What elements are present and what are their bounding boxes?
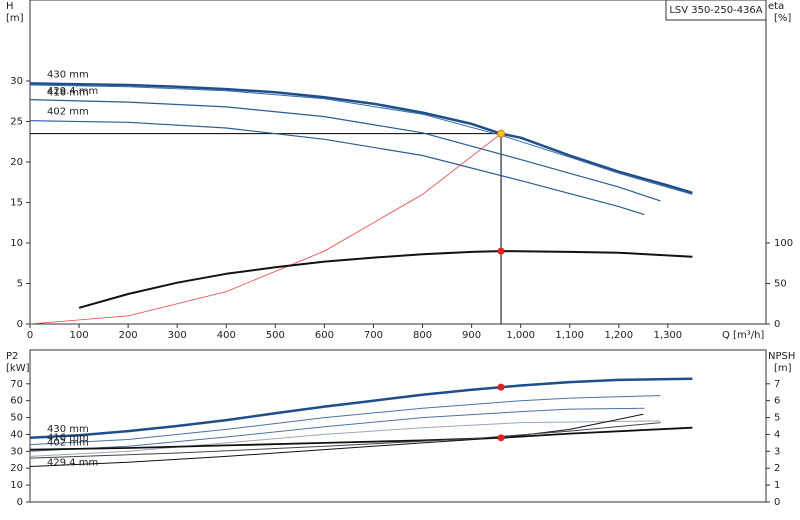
x-tick-label: 300 xyxy=(168,330,187,341)
curve-label: 429.4 mm xyxy=(47,86,98,97)
plot-frame xyxy=(29,0,767,325)
y-tick-label: 10 xyxy=(10,480,23,491)
y2-axis-unit: [%] xyxy=(774,13,791,24)
x-tick-label: 0 xyxy=(27,330,33,341)
y-tick-label: 40 xyxy=(10,429,23,440)
x-tick-label: 500 xyxy=(266,330,285,341)
curve-label: 416 mm xyxy=(47,433,89,444)
curve xyxy=(29,422,661,459)
y2-tick-label: 100 xyxy=(774,238,793,249)
y-tick-label: 5 xyxy=(17,279,23,290)
x-tick-label: 900 xyxy=(462,330,481,341)
y2-tick-label: 3 xyxy=(774,446,780,457)
curve-label: 402 mm xyxy=(47,437,89,448)
curve xyxy=(29,420,661,457)
curve xyxy=(29,413,644,467)
x-tick-label: 800 xyxy=(413,330,432,341)
curve-label: 430 mm xyxy=(47,69,89,80)
y-tick-label: 20 xyxy=(10,463,23,474)
title-box xyxy=(665,0,767,21)
y2-tick-label: 2 xyxy=(774,463,780,474)
curve xyxy=(29,395,661,446)
y-tick-label: 15 xyxy=(10,198,23,209)
y-tick-label: 0 xyxy=(17,319,23,330)
curve-label: 429.4 mm xyxy=(47,457,98,468)
operating-point xyxy=(497,383,505,391)
y-tick-label: 25 xyxy=(10,117,23,128)
y-tick-label: 30 xyxy=(10,76,23,87)
curve xyxy=(29,426,693,451)
x-tick-label: 600 xyxy=(315,330,334,341)
y2-tick-label: 6 xyxy=(774,396,780,407)
curve-label: 416 mm xyxy=(47,88,89,99)
x-axis-label: Q [m³/h] xyxy=(722,330,764,341)
y2-tick-label: 1 xyxy=(774,480,780,491)
x-tick-label: 1,300 xyxy=(654,330,683,341)
y-tick-label: 20 xyxy=(10,157,23,168)
y-axis-unit: [kW] xyxy=(6,363,30,374)
y2-tick-label: 0 xyxy=(774,497,780,508)
x-tick-label: 400 xyxy=(217,330,236,341)
x-tick-label: 1,200 xyxy=(604,330,633,341)
curve-label: 402 mm xyxy=(47,107,89,118)
curve xyxy=(29,120,645,216)
curve xyxy=(29,84,693,195)
y-tick-label: 60 xyxy=(10,396,23,407)
y2-tick-label: 50 xyxy=(774,279,787,290)
chart-title: LSV 350-250-436A xyxy=(669,5,762,16)
x-tick-label: 700 xyxy=(364,330,383,341)
y-tick-label: 70 xyxy=(10,379,23,390)
y-axis-label: H xyxy=(6,1,14,12)
curve-label: 430 mm xyxy=(47,424,89,435)
y-tick-label: 0 xyxy=(17,497,23,508)
y2-axis-label: NPSH xyxy=(768,351,795,362)
y-tick-label: 30 xyxy=(10,446,23,457)
x-tick-label: 100 xyxy=(70,330,89,341)
curve xyxy=(29,82,693,194)
y2-axis-unit: [m] xyxy=(774,363,792,374)
plot-frame xyxy=(29,349,767,503)
x-tick-label: 1,000 xyxy=(506,330,535,341)
operating-point xyxy=(497,129,506,138)
curve xyxy=(29,407,645,452)
x-tick-label: 1,100 xyxy=(555,330,584,341)
y-axis-label: P2 xyxy=(6,351,18,362)
y2-axis-label: eta xyxy=(768,1,784,12)
y2-tick-label: 5 xyxy=(774,413,780,424)
curve xyxy=(78,250,693,309)
y2-tick-label: 7 xyxy=(774,379,780,390)
operating-point xyxy=(497,434,505,442)
curve xyxy=(29,133,502,325)
y-axis-unit: [m] xyxy=(6,13,24,24)
y2-tick-label: 4 xyxy=(774,429,780,440)
y2-tick-label: 0 xyxy=(774,319,780,330)
y-tick-label: 50 xyxy=(10,413,23,424)
curve xyxy=(29,377,693,440)
operating-point xyxy=(497,247,505,255)
curve xyxy=(29,99,661,202)
x-tick-label: 200 xyxy=(119,330,138,341)
y-tick-label: 10 xyxy=(10,238,23,249)
